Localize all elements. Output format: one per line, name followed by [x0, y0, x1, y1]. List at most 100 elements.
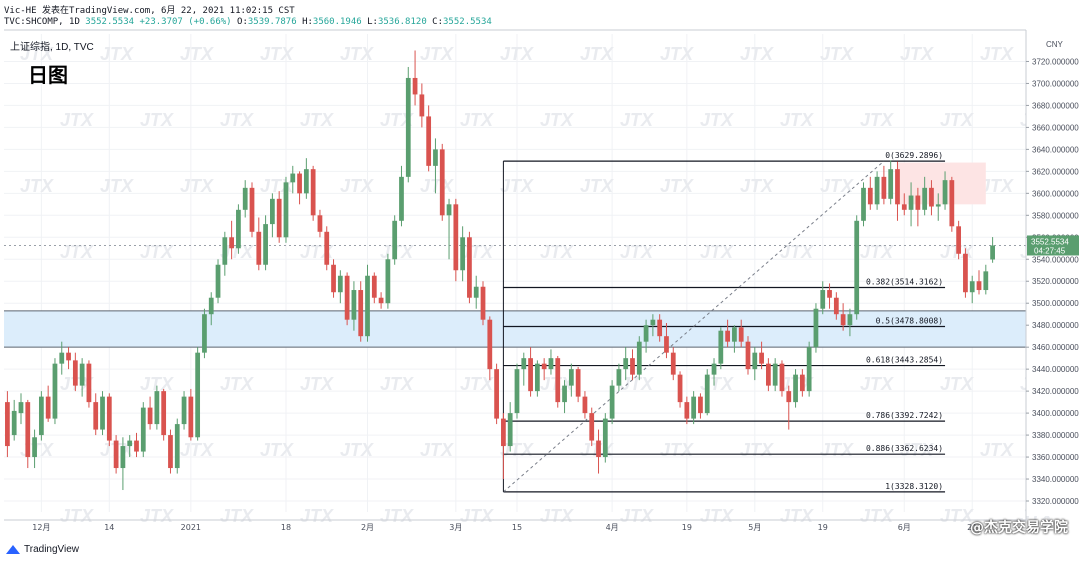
candle-up: [847, 308, 853, 337]
watermark-text: JTX: [220, 242, 254, 262]
tradingview-logo[interactable]: TradingView: [6, 544, 79, 555]
candle-body: [72, 360, 78, 386]
candle-body: [79, 363, 85, 386]
candle-down: [670, 347, 676, 381]
candle-body: [901, 204, 907, 210]
candle-body: [154, 391, 160, 425]
candle-down: [915, 187, 921, 227]
candle-up: [752, 347, 758, 381]
watermark-text: JTX: [860, 374, 894, 394]
candle-body: [650, 319, 656, 326]
candle-up: [32, 429, 37, 469]
instrument-legend: 上证综指, 1D, TVC: [10, 40, 94, 53]
candle-body: [840, 314, 846, 326]
candle-body: [874, 176, 880, 205]
candle-up: [446, 198, 452, 260]
watermark-text: JTX: [60, 242, 94, 262]
watermark-text: JTX: [420, 176, 454, 196]
candle-up: [718, 327, 724, 370]
tradingview-logo-icon: [6, 545, 20, 554]
candle-down: [976, 270, 982, 295]
countdown-label: 04:27:45: [1034, 246, 1066, 255]
watermark-text: JTX: [420, 440, 454, 460]
time-tick-label: 6月: [898, 523, 911, 532]
watermark-text: JTX: [580, 176, 614, 196]
candle-down: [106, 393, 112, 447]
candle-up: [990, 237, 995, 263]
watermark-text: JTX: [140, 374, 174, 394]
candle-down: [725, 319, 730, 348]
candle-body: [487, 319, 493, 370]
candle-up: [514, 363, 520, 419]
candle-body: [534, 363, 540, 392]
candle-down: [467, 231, 472, 304]
candle-body: [976, 281, 982, 291]
candle-body: [358, 290, 364, 337]
candle-body: [378, 297, 384, 304]
candle-down: [378, 292, 384, 309]
watermark-text: JTX: [780, 110, 814, 130]
candle-body: [922, 187, 928, 210]
candle-body: [636, 341, 642, 375]
time-tick-label: 21: [967, 523, 977, 532]
watermark-text: JTX: [940, 374, 974, 394]
candle-up: [983, 264, 989, 295]
candle-down: [840, 303, 846, 331]
watermark-text: JTX: [620, 110, 654, 130]
price-tick-label: 3520.000000: [1032, 277, 1079, 286]
watermark-text: JTX: [700, 242, 734, 262]
time-tick-label: 2021: [181, 523, 201, 532]
candle-down: [72, 352, 78, 392]
candle-body: [949, 180, 955, 227]
candle-body: [181, 396, 187, 425]
watermark-text: JTX: [20, 44, 54, 64]
candle-body: [820, 290, 826, 309]
fibonacci-retracement[interactable]: 0(3629.2896) 0.382(3514.3162) 0.5(3478.800…: [4, 151, 1026, 493]
candle-down: [93, 393, 99, 436]
price-tick-label: 3600.000000: [1032, 189, 1079, 198]
candle-down: [453, 198, 459, 282]
candle-up: [732, 325, 737, 353]
candle-body: [317, 215, 323, 232]
candle-up: [650, 314, 656, 337]
candle-body: [602, 418, 608, 458]
fib-level-label: 0.382(3514.3162): [866, 277, 943, 286]
last-price-tag: [1027, 235, 1079, 256]
watermark-text: JTX: [620, 506, 654, 526]
watermark-text: JTX: [300, 506, 334, 526]
watermark-text: JTX: [700, 110, 734, 130]
candle-body: [66, 352, 71, 361]
candle-up: [52, 358, 58, 425]
price-tick-label: 3660.000000: [1032, 123, 1079, 132]
author-name[interactable]: Vic-HE: [4, 6, 37, 16]
candle-body: [371, 275, 377, 298]
price-tick-label: 3340.000000: [1032, 475, 1079, 484]
candle-up: [534, 360, 540, 397]
candle-down: [867, 176, 873, 210]
candle-down: [324, 226, 330, 271]
author-credit: @杰克交易学院: [970, 520, 1068, 536]
candle-body: [935, 204, 941, 207]
watermark-text: JTX: [820, 176, 854, 196]
candle-body: [528, 358, 533, 392]
watermark-text: JTX: [820, 440, 854, 460]
watermark-text: JTX: [420, 44, 454, 64]
candle-body: [25, 402, 31, 458]
candle-body: [759, 352, 764, 364]
candle-down: [412, 50, 418, 106]
watermark-text: JTX: [180, 176, 214, 196]
candle-up: [568, 363, 574, 397]
candle-body: [283, 182, 289, 238]
high-label: H:: [302, 17, 313, 27]
candle-body: [630, 358, 635, 375]
candle-body: [236, 209, 241, 249]
candle-down: [759, 341, 764, 370]
time-tick-label: 2月: [361, 523, 374, 532]
price-tick-label: 3360.000000: [1032, 453, 1079, 462]
watermark-text: JTX: [940, 506, 974, 526]
candle-up: [202, 308, 207, 359]
watermark-text: JTX: [140, 110, 174, 130]
candle-up: [351, 281, 357, 331]
candle-body: [303, 169, 309, 194]
